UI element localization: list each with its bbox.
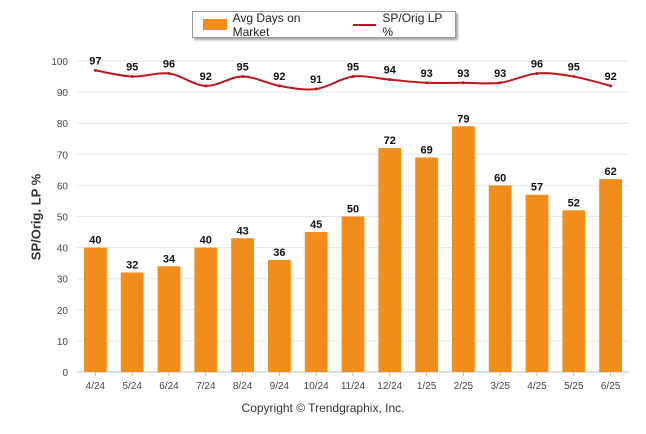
y-tick-label: 90 bbox=[57, 88, 69, 99]
line-value-label: 95 bbox=[568, 62, 580, 74]
line-point bbox=[93, 68, 97, 72]
x-tick-label: 6/24 bbox=[159, 381, 179, 392]
line-point bbox=[425, 81, 429, 85]
bar-value-label: 43 bbox=[236, 225, 248, 237]
line-point bbox=[241, 75, 245, 79]
bar-value-label: 34 bbox=[163, 253, 176, 265]
x-tick-label: 11/24 bbox=[341, 381, 366, 392]
x-tick-label: 12/24 bbox=[377, 381, 402, 392]
x-tick-label: 5/25 bbox=[564, 381, 584, 392]
bar bbox=[83, 247, 107, 372]
bar bbox=[157, 266, 181, 372]
line-value-label: 96 bbox=[531, 58, 543, 70]
x-tick-label: 4/25 bbox=[527, 381, 547, 392]
bar-value-label: 52 bbox=[568, 197, 580, 209]
y-tick-label: 70 bbox=[57, 150, 69, 161]
legend-label-line: SP/Orig LP % bbox=[382, 10, 443, 39]
bar-value-label: 57 bbox=[531, 182, 543, 194]
y-tick-label: 10 bbox=[57, 337, 69, 348]
legend-item-bar[interactable]: Avg Days on Market bbox=[203, 11, 339, 39]
bar-value-label: 50 bbox=[347, 204, 359, 216]
line-value-label: 92 bbox=[273, 71, 285, 83]
bar-value-label: 62 bbox=[604, 166, 616, 178]
line-value-label: 93 bbox=[494, 68, 506, 80]
legend-label-bar: Avg Days on Market bbox=[232, 10, 301, 39]
line-value-label: 97 bbox=[89, 55, 101, 67]
x-tick-label: 7/24 bbox=[196, 381, 216, 392]
line-value-label: 94 bbox=[384, 65, 397, 77]
copyright-text: Copyright © Trendgraphix, Inc. bbox=[241, 401, 405, 415]
line-point bbox=[535, 71, 539, 75]
legend-swatch-bar bbox=[203, 19, 227, 30]
line-value-label: 92 bbox=[604, 71, 616, 83]
line-point bbox=[572, 75, 576, 79]
line-value-label: 95 bbox=[126, 62, 138, 74]
y-tick-label: 50 bbox=[57, 213, 69, 224]
y-tick-label: 30 bbox=[57, 275, 69, 286]
bar bbox=[562, 210, 586, 372]
bar bbox=[231, 238, 255, 372]
line-value-label: 93 bbox=[457, 68, 469, 80]
y-tick-label: 20 bbox=[57, 306, 69, 317]
bar bbox=[415, 157, 439, 372]
bar bbox=[378, 148, 402, 372]
bar-value-label: 40 bbox=[200, 235, 212, 247]
legend-item-line[interactable]: SP/Orig LP % bbox=[352, 10, 455, 39]
bar-value-label: 60 bbox=[494, 172, 506, 184]
bar bbox=[304, 232, 328, 372]
bar bbox=[488, 185, 512, 372]
line-value-label: 92 bbox=[200, 71, 212, 83]
legend: Avg Days on Market SP/Orig LP % bbox=[192, 10, 456, 39]
bar-value-label: 69 bbox=[420, 144, 432, 156]
bar bbox=[120, 272, 144, 372]
x-tick-label: 9/24 bbox=[270, 381, 290, 392]
bar-value-label: 36 bbox=[273, 247, 285, 259]
line-value-label: 96 bbox=[163, 58, 175, 70]
line-point bbox=[609, 84, 613, 88]
line-point bbox=[314, 87, 318, 91]
bar-value-label: 79 bbox=[457, 113, 469, 125]
bar bbox=[267, 260, 291, 372]
line-point bbox=[388, 78, 392, 82]
x-tick-label: 2/25 bbox=[454, 381, 474, 392]
bar bbox=[194, 247, 218, 372]
y-tick-label: 80 bbox=[57, 119, 69, 130]
x-tick-label: 1/25 bbox=[417, 381, 437, 392]
line-value-label: 93 bbox=[420, 68, 432, 80]
line-value-label: 95 bbox=[236, 62, 248, 74]
bar bbox=[341, 216, 365, 372]
x-tick-label: 5/24 bbox=[122, 381, 142, 392]
bar-value-label: 72 bbox=[384, 135, 396, 147]
bar-value-label: 45 bbox=[310, 219, 322, 231]
bar bbox=[525, 194, 549, 372]
line-point bbox=[277, 84, 281, 88]
y-tick-label: 60 bbox=[57, 181, 69, 192]
legend-swatch-line bbox=[352, 23, 377, 26]
bar bbox=[451, 126, 475, 372]
line-point bbox=[461, 81, 465, 85]
bar-value-label: 32 bbox=[126, 259, 138, 271]
x-tick-label: 6/25 bbox=[601, 381, 621, 392]
x-tick-label: 4/24 bbox=[86, 381, 106, 392]
x-tick-label: 10/24 bbox=[304, 381, 329, 392]
line-point bbox=[204, 84, 208, 88]
line-value-label: 91 bbox=[310, 74, 322, 86]
y-axis-title: SP/Orig. LP % bbox=[28, 173, 44, 261]
y-tick-label: 40 bbox=[57, 244, 69, 255]
bar bbox=[599, 179, 623, 372]
line-point bbox=[498, 81, 502, 85]
line-value-label: 95 bbox=[347, 62, 359, 74]
bar-value-label: 40 bbox=[89, 235, 101, 247]
line-point bbox=[351, 75, 355, 79]
x-tick-label: 3/25 bbox=[490, 381, 510, 392]
line-point bbox=[130, 75, 134, 79]
y-tick-label: 100 bbox=[51, 57, 68, 68]
y-tick-label: 0 bbox=[62, 368, 68, 379]
line-point bbox=[167, 71, 171, 75]
x-tick-label: 8/24 bbox=[233, 381, 253, 392]
